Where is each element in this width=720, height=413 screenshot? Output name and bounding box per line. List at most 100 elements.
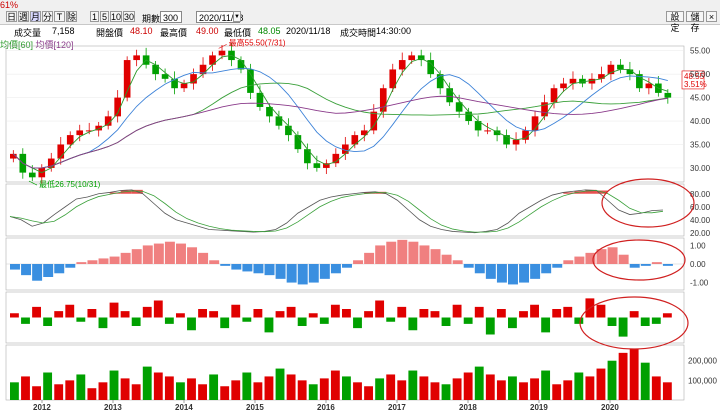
- oscillator-bar: [131, 317, 141, 326]
- kd-overbought-fill: [574, 191, 586, 194]
- macd-bar: [629, 264, 640, 268]
- oscillator-bar: [353, 317, 362, 329]
- volume-bar: [275, 368, 285, 400]
- minute-10-button[interactable]: 10: [110, 11, 122, 22]
- oscillator-bar: [286, 306, 296, 318]
- candle-body: [607, 64, 615, 75]
- oscillator-bar: [76, 317, 86, 322]
- oscillator-bar: [430, 311, 440, 318]
- volume-bar: [386, 374, 396, 400]
- candle-body: [446, 88, 453, 103]
- macd-tick-label: 0.00: [690, 260, 706, 269]
- period-tick-button[interactable]: T: [54, 11, 65, 22]
- macd-bar: [342, 264, 352, 268]
- kd-tick-label: 80.00: [690, 190, 711, 199]
- candle-body: [417, 55, 425, 61]
- oscillator-highlight-circle: [579, 296, 689, 350]
- volume-bar: [563, 380, 573, 400]
- macd-bar: [364, 252, 375, 264]
- volume-bar: [319, 378, 329, 400]
- volume-bar: [530, 378, 539, 400]
- candle-body: [645, 83, 653, 89]
- volume-bar: [308, 384, 318, 400]
- candle-body: [294, 135, 302, 150]
- macd-bar: [87, 260, 98, 264]
- period-week-button[interactable]: 週: [18, 11, 29, 22]
- year-tick-label: 2018: [459, 403, 477, 412]
- low-marker: [28, 180, 38, 186]
- oscillator-bar: [220, 317, 230, 329]
- kd-tick-label: 40.00: [690, 216, 711, 225]
- candle-body: [218, 50, 226, 56]
- year-tick-label: 2020: [601, 403, 619, 412]
- date-dropdown-chevron-down-icon[interactable]: ▼: [233, 11, 241, 22]
- save-button[interactable]: 儲存: [686, 11, 704, 33]
- period-minute-button[interactable]: 分: [42, 11, 53, 22]
- macd-bar: [131, 249, 142, 264]
- candle-body: [237, 60, 245, 70]
- macd-bar: [552, 264, 563, 268]
- macd-bar: [474, 264, 485, 274]
- ex-rights-button[interactable]: 除: [66, 11, 77, 22]
- period-month-button[interactable]: 月: [30, 11, 41, 22]
- macd-bar: [430, 249, 441, 264]
- year-tick-label: 2019: [530, 403, 548, 412]
- minute-30-button[interactable]: 30: [123, 11, 135, 22]
- highlight-circles: [579, 178, 695, 350]
- kd-frame: [5, 183, 685, 237]
- macd-bar: [408, 241, 419, 264]
- oscillator-bar: [508, 317, 517, 329]
- macd-bar: [441, 254, 452, 264]
- period-count-input[interactable]: 300: [160, 11, 182, 23]
- minute-5-button[interactable]: 5: [100, 11, 109, 22]
- period-count-label: 期數: [142, 14, 161, 24]
- volume-bar: [408, 370, 418, 400]
- oscillator-bar: [386, 317, 396, 322]
- oscillator-bar: [441, 317, 451, 326]
- year-tick-label: 2013: [104, 403, 122, 412]
- candle-body: [569, 78, 577, 84]
- candle-body: [512, 139, 520, 145]
- period-day-button[interactable]: 日: [6, 11, 17, 22]
- candle-body: [427, 60, 435, 75]
- candle-body: [199, 64, 207, 75]
- oscillator-bar: [485, 317, 495, 335]
- volume-bar: [397, 380, 407, 400]
- candle-body: [332, 153, 340, 164]
- high-value: 49.00: [196, 26, 219, 36]
- volume-label: 成交量: [14, 28, 42, 38]
- price-tick-label: 45.00: [690, 94, 711, 103]
- close-icon[interactable]: ×: [706, 11, 717, 22]
- settings-button[interactable]: 設定: [666, 11, 684, 33]
- macd-panel: [6, 239, 684, 285]
- macd-bar: [618, 254, 629, 264]
- candle-body: [484, 130, 491, 132]
- kd-tick-label: 20.00: [690, 229, 711, 238]
- candle-body: [57, 144, 65, 159]
- volume-bar: [76, 374, 86, 400]
- kd-overbought-fill: [563, 192, 575, 194]
- oscillator-bar: [308, 313, 318, 318]
- candle-body: [389, 69, 397, 89]
- last-price-tag: [681, 70, 705, 90]
- oscillator-bar: [87, 309, 97, 318]
- minute-1-button[interactable]: 1: [90, 11, 99, 22]
- macd-bar: [120, 252, 131, 264]
- macd-bar: [142, 245, 153, 264]
- macd-bar: [231, 264, 242, 270]
- candle-body: [531, 116, 539, 131]
- oscillator-bar: [408, 317, 418, 331]
- osc-frame: [5, 291, 685, 344]
- volume-bar: [142, 366, 152, 400]
- oscillator-bar: [463, 317, 473, 324]
- oscillator-bar: [618, 317, 628, 337]
- oscillator-bar: [651, 317, 661, 324]
- volume-bar: [87, 388, 97, 400]
- macd-bar: [353, 260, 364, 264]
- oscillator-bar: [142, 306, 152, 318]
- volume-tick-label: 100,000: [688, 376, 717, 385]
- candle-body: [161, 74, 169, 79]
- macd-bar: [330, 264, 341, 274]
- time-label: 成交時間: [340, 28, 377, 38]
